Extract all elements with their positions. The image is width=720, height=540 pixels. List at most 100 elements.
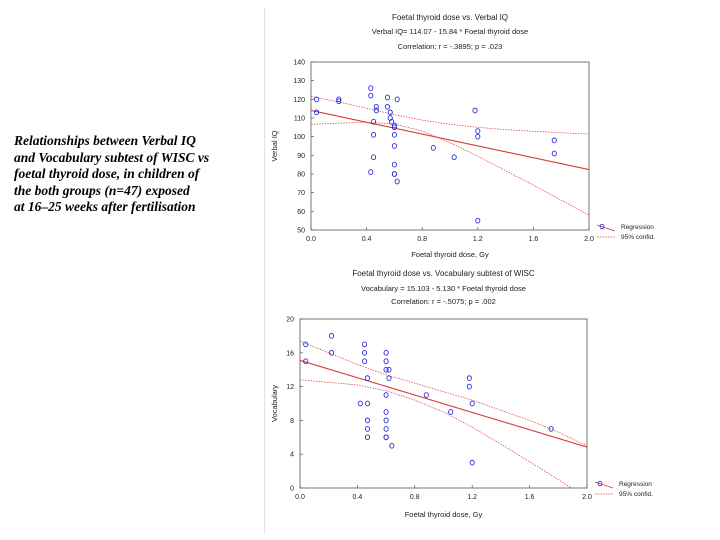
plot-frame (299, 318, 588, 489)
y-tick-label: 70 (297, 190, 305, 197)
x-tick-label: 0.0 (295, 494, 305, 501)
data-point (383, 366, 389, 373)
x-tick-label: 1.6 (529, 236, 539, 243)
caption-line: and Vocabulary subtest of WISC vs (14, 149, 210, 165)
y-axis-label: Vocabulary (270, 385, 279, 422)
legend-point-swatch (597, 480, 603, 487)
legend-regression-label: Regression (621, 224, 654, 231)
data-point (371, 118, 377, 125)
data-point (329, 333, 335, 339)
data-point (383, 358, 389, 365)
y-tick-label: 20 (286, 317, 294, 324)
data-point (391, 131, 397, 138)
y-tick-label: 140 (293, 60, 305, 67)
chart-equation: Vocabulary = 15.103 - 5.130 * Foetal thy… (361, 284, 526, 293)
figure-caption: Relationships between Verbal IQ and Voca… (14, 133, 264, 216)
data-point (368, 92, 374, 99)
data-point (362, 341, 368, 348)
data-point (466, 375, 472, 382)
x-tick-label: 0.4 (353, 494, 363, 501)
data-point (314, 109, 320, 116)
y-tick-label: 130 (293, 78, 305, 85)
data-point (386, 366, 392, 373)
x-tick-label: 0.0 (306, 236, 316, 243)
legend-confidence-label: 95% confid. (619, 491, 653, 498)
x-tick-label: 1.2 (467, 494, 477, 501)
data-point (373, 103, 379, 110)
data-point (368, 169, 374, 175)
data-point (394, 178, 400, 185)
x-tick-label: 0.4 (362, 236, 372, 243)
data-point (364, 434, 370, 441)
data-point (389, 442, 395, 449)
data-point (383, 426, 389, 432)
legend-confidence-label: 95% confid. (621, 234, 655, 241)
y-tick-label: 120 (293, 97, 305, 104)
data-point (384, 94, 390, 101)
chart-equation: Verbal IQ= 114.07 - 15.84 * Foetal thyro… (372, 27, 528, 36)
data-point (364, 375, 370, 382)
data-point (423, 392, 429, 398)
data-point (475, 128, 481, 134)
data-point (391, 171, 397, 177)
data-point (383, 417, 389, 424)
chart-title: Foetal thyroid dose vs. Vocabulary subte… (352, 269, 535, 278)
x-tick-label: 1.6 (525, 494, 535, 501)
y-tick-label: 100 (293, 134, 305, 141)
x-tick-label: 2.0 (584, 236, 594, 243)
data-point (391, 124, 397, 131)
data-point (389, 118, 395, 125)
x-tick-label: 2.0 (582, 494, 592, 501)
data-point (362, 358, 368, 365)
data-point (383, 392, 389, 398)
data-point (394, 96, 400, 103)
caption-line: at 16–25 weeks after fertilisation (14, 199, 196, 214)
x-axis-label: Foetal thyroid dose, Gy (411, 250, 489, 259)
data-point (391, 161, 397, 168)
y-tick-label: 0 (290, 486, 294, 493)
data-point (469, 459, 475, 466)
confidence-band-lower (300, 379, 572, 488)
confidence-band-upper (300, 340, 587, 447)
y-tick-label: 4 (290, 452, 294, 459)
data-point (364, 426, 370, 432)
data-point (357, 400, 363, 407)
data-point (373, 107, 379, 114)
data-point (469, 400, 475, 407)
figure-panel: Foetal thyroid dose vs. Verbal IQ Verbal … (264, 8, 705, 534)
data-point (475, 133, 481, 140)
x-tick-label: 0.8 (410, 494, 420, 501)
data-point (303, 358, 309, 365)
plot-frame (310, 61, 590, 231)
data-point (383, 409, 389, 415)
confidence-band-upper (311, 96, 589, 135)
data-point (466, 383, 472, 390)
data-point (314, 96, 320, 103)
data-point (303, 341, 309, 348)
data-point (448, 409, 454, 415)
data-point (475, 217, 481, 224)
x-axis-label: Foetal thyroid dose, Gy (405, 510, 483, 519)
x-tick-label: 0.8 (417, 236, 427, 243)
legend-point-swatch (599, 223, 605, 230)
data-point (371, 154, 377, 161)
caption-line: the both groups (n=47) exposed (14, 182, 190, 198)
chart-correlation: Correlation: r = -.5075; p = .002 (391, 297, 496, 306)
y-tick-label: 110 (294, 116, 305, 123)
data-point (387, 109, 393, 116)
charts-svg: Foetal thyroid dose vs. Verbal IQ Verbal … (270, 13, 655, 519)
data-point (368, 85, 374, 91)
y-tick-label: 12 (286, 384, 294, 391)
legend-regression-label: Regression (619, 481, 652, 488)
data-point (551, 150, 557, 157)
regression-line (300, 359, 587, 448)
y-tick-label: 80 (297, 172, 305, 179)
data-point (391, 143, 397, 149)
chart-title: Foetal thyroid dose vs. Verbal IQ (392, 13, 508, 22)
data-point (383, 349, 389, 356)
data-point (364, 400, 370, 407)
y-tick-label: 60 (297, 209, 305, 216)
y-tick-label: 50 (297, 228, 305, 235)
data-point (451, 154, 457, 161)
data-point (336, 98, 342, 105)
